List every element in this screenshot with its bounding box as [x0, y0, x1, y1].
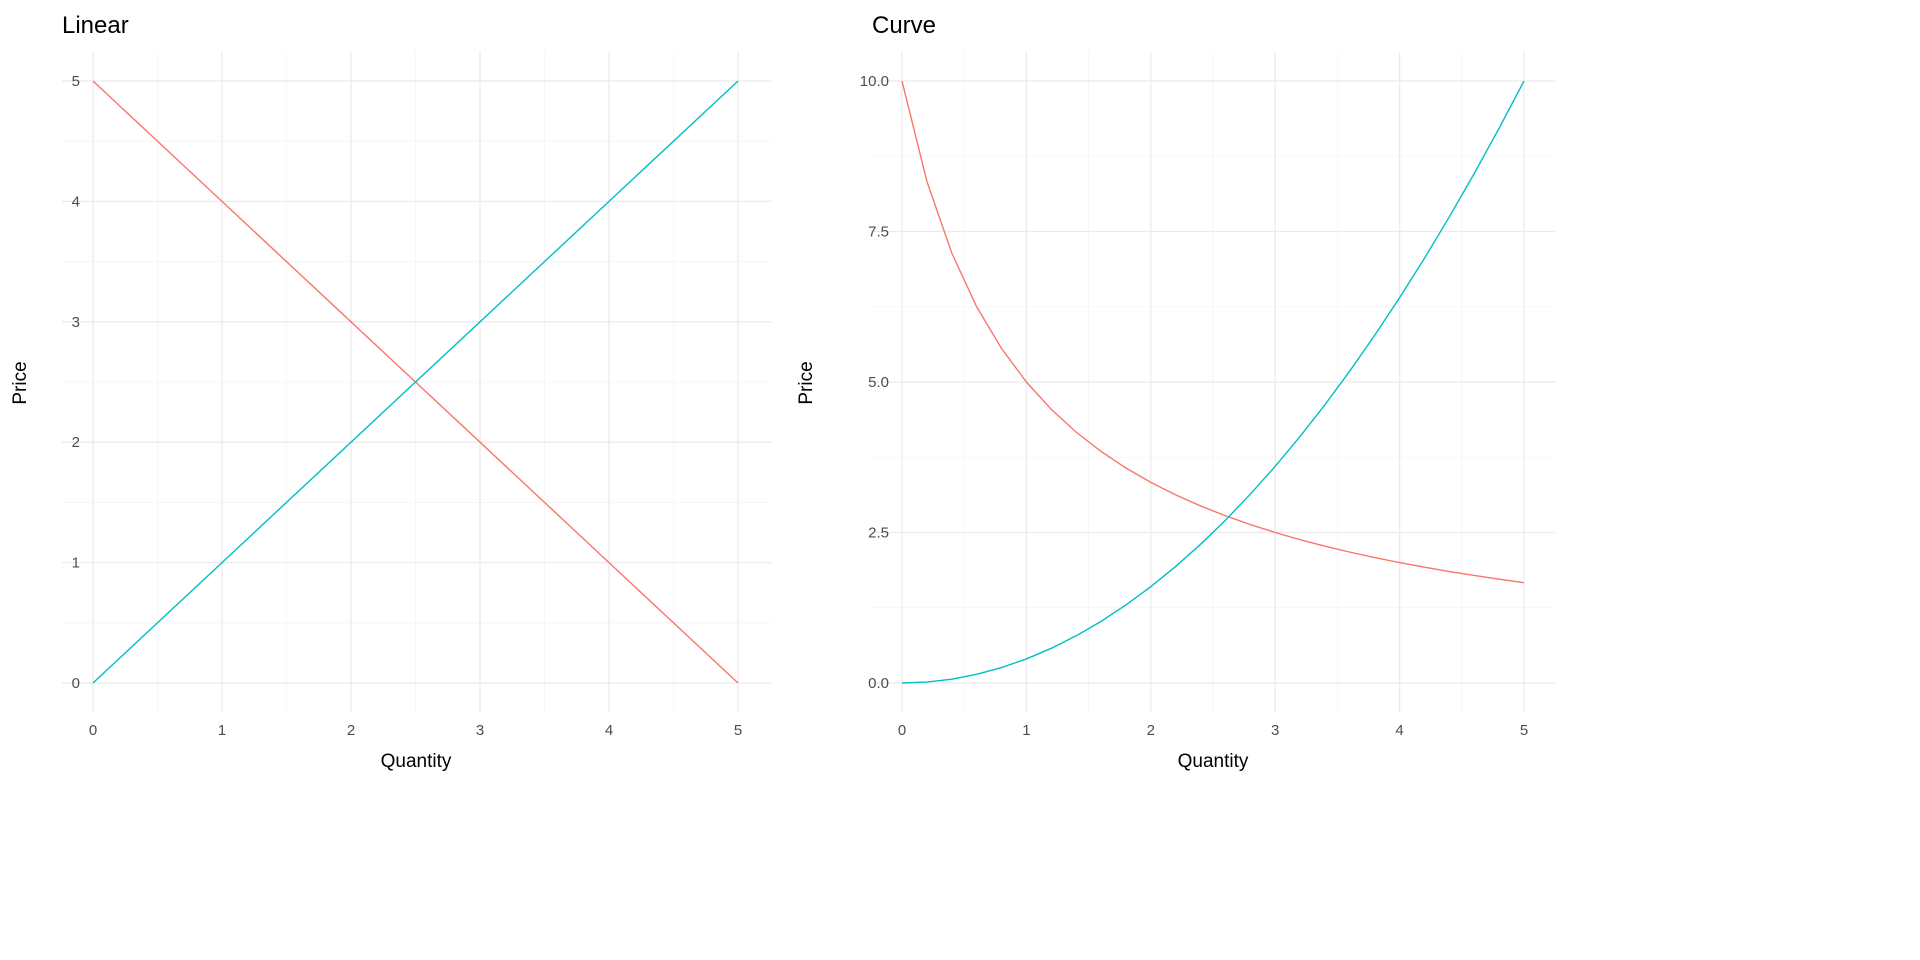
y-tick-label: 1 [72, 555, 80, 572]
y-tick-label: 0.0 [868, 675, 889, 692]
y-tick-label: 2.5 [868, 525, 889, 542]
x-tick-label: 5 [734, 722, 742, 739]
panel-linear: 0 1 2 3 4 5 0 1 2 3 4 5 Linear Quantity Price [10, 12, 771, 772]
x-tick-label: 2 [347, 722, 355, 739]
y-axis-title: Price [796, 361, 817, 404]
x-tick-label: 4 [1395, 722, 1403, 739]
chart-title: Curve [872, 12, 936, 39]
series-line-1 [901, 80, 1525, 584]
x-tick-label: 2 [1147, 722, 1155, 739]
y-tick-label: 7.5 [868, 224, 889, 241]
y-tick-label: 0 [72, 675, 80, 692]
x-tick-label: 5 [1520, 722, 1528, 739]
x-tick-label: 3 [476, 722, 484, 739]
y-tick-label: 3 [72, 314, 80, 331]
x-tick-label: 4 [605, 722, 613, 739]
y-axis-title: Price [10, 361, 31, 404]
y-tick-label: 5.0 [868, 374, 889, 391]
y-tick-label: 2 [72, 434, 80, 451]
series-line-2 [92, 80, 739, 684]
panel-curve: 0 1 2 3 4 5 0.0 2.5 5.0 7.5 10.0 Curve Quantity Price [796, 12, 1555, 772]
series-line-2 [901, 80, 1525, 684]
x-axis-title: Quantity [381, 751, 452, 772]
x-tick-label: 0 [898, 722, 906, 739]
x-tick-label: 1 [1022, 722, 1030, 739]
y-tick-label: 4 [72, 193, 80, 210]
y-tick-label: 10.0 [860, 73, 889, 90]
x-axis-title: Quantity [1178, 751, 1249, 772]
x-tick-label: 1 [218, 722, 226, 739]
x-tick-label: 3 [1271, 722, 1279, 739]
y-tick-label: 5 [72, 73, 80, 90]
chart-title: Linear [62, 12, 129, 39]
x-tick-label: 0 [89, 722, 97, 739]
